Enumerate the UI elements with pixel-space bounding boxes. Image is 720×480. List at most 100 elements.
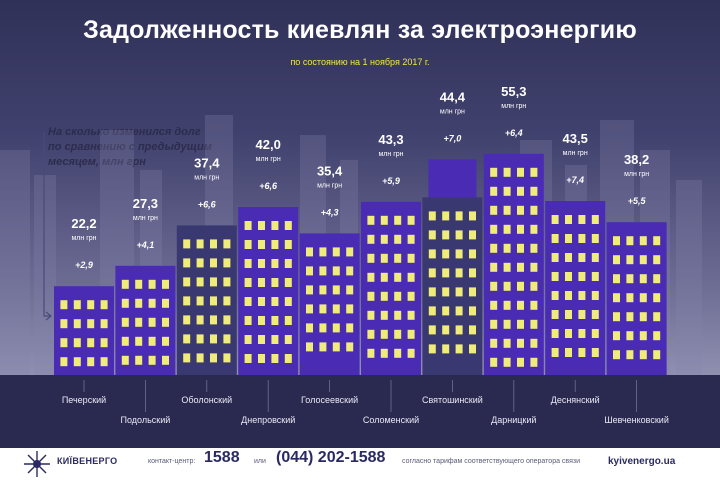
- bar-window: [442, 211, 450, 221]
- bar-window: [183, 258, 191, 268]
- bar-window: [517, 205, 524, 215]
- bar-window: [428, 306, 436, 316]
- bar-window: [455, 287, 463, 297]
- bar-window: [517, 224, 524, 234]
- bar-window: [223, 296, 231, 306]
- brand-name: КИЇВЕНЕРГО: [57, 456, 118, 466]
- bar-window: [407, 215, 415, 225]
- page-subtitle: по состоянию на 1 ноября 2017 г.: [290, 57, 430, 67]
- bar-window: [196, 277, 204, 287]
- category-label: Шевченковский: [604, 415, 669, 425]
- bar-window: [271, 297, 279, 306]
- bar-window: [394, 348, 402, 358]
- change-label: +7,4: [566, 175, 584, 185]
- bar-window: [367, 272, 375, 282]
- bar-window: [210, 315, 217, 325]
- bar-window: [565, 234, 572, 243]
- bar-window: [565, 272, 572, 281]
- bar-window: [407, 348, 415, 358]
- bar-window: [578, 234, 586, 243]
- bar-window: [162, 298, 169, 308]
- bar-window: [551, 253, 559, 262]
- bar-window: [530, 205, 538, 215]
- bar-window: [346, 247, 354, 257]
- bar-window: [503, 281, 511, 291]
- bar-window: [565, 310, 572, 319]
- bar: [545, 201, 606, 375]
- bar-window: [490, 167, 498, 177]
- bar-window: [284, 240, 292, 249]
- bar-window: [73, 338, 81, 348]
- bar-window: [284, 316, 292, 325]
- bar-window: [380, 215, 388, 225]
- phone-long[interactable]: (044) 202-1588: [276, 449, 386, 466]
- bar-window: [653, 274, 661, 284]
- bar-window: [367, 234, 375, 244]
- change-note: На сколько изменился долг по сравнению с…: [48, 125, 248, 170]
- unit-label: млн грн: [440, 108, 465, 115]
- bar-window: [380, 291, 388, 301]
- bar-window: [367, 329, 375, 339]
- category-label: Печерский: [62, 395, 106, 405]
- unit-label: млн грн: [133, 215, 158, 222]
- bar-window: [613, 274, 620, 284]
- bar-window: [591, 329, 599, 338]
- bar-window: [503, 186, 511, 196]
- bar-window: [565, 253, 572, 262]
- note-arrowhead: [45, 311, 52, 321]
- bar-window: [319, 266, 327, 276]
- bar-window: [148, 298, 156, 308]
- bar-window: [591, 291, 599, 300]
- bar-window: [626, 236, 634, 246]
- bar-window: [135, 317, 143, 327]
- bar-window: [346, 266, 354, 276]
- bar-window: [183, 353, 191, 363]
- skyline-building: [34, 175, 56, 375]
- bar-window: [367, 348, 375, 358]
- bar-window: [530, 186, 538, 196]
- bar-window: [653, 350, 661, 360]
- category-label: Оболонский: [181, 395, 232, 405]
- bar-window: [517, 357, 524, 367]
- bar-window: [490, 205, 498, 215]
- value-label: 27,3: [133, 196, 158, 211]
- bar-window: [394, 253, 402, 263]
- bar-window: [442, 268, 450, 278]
- bar-window: [551, 234, 559, 243]
- bar-window: [503, 205, 511, 215]
- note-line: месяцем, млн грн: [48, 156, 146, 168]
- bar-window: [503, 338, 511, 348]
- bar-window: [517, 300, 524, 310]
- bar-window: [380, 272, 388, 282]
- phone-short[interactable]: 1588: [204, 449, 240, 466]
- value-label: 42,0: [256, 137, 281, 152]
- bar-window: [591, 348, 599, 357]
- change-label: +4,3: [321, 207, 339, 217]
- bar-window: [469, 344, 476, 354]
- note-line: по сравнению с предыдущим: [48, 141, 212, 153]
- bar-window: [469, 325, 476, 335]
- bar-window: [284, 335, 292, 344]
- website-link[interactable]: kyivenergo.ua: [608, 456, 676, 467]
- bar-window: [367, 291, 375, 301]
- bar-tower: [428, 159, 477, 198]
- bar-window: [306, 342, 313, 352]
- bar-window: [503, 243, 511, 253]
- bar-window: [591, 215, 599, 224]
- bar-window: [490, 262, 498, 272]
- bar-window: [162, 279, 169, 289]
- bar-window: [503, 300, 511, 310]
- bar-window: [380, 348, 388, 358]
- bar-window: [653, 236, 661, 246]
- bar-window: [394, 215, 402, 225]
- bar-window: [183, 277, 191, 287]
- bar-window: [244, 221, 252, 230]
- bar-window: [407, 253, 415, 263]
- bar-window: [407, 272, 415, 282]
- bar-window: [148, 355, 156, 365]
- bar-window: [469, 268, 476, 278]
- bar-window: [503, 224, 511, 234]
- bar-window: [565, 329, 572, 338]
- bar: [361, 201, 421, 375]
